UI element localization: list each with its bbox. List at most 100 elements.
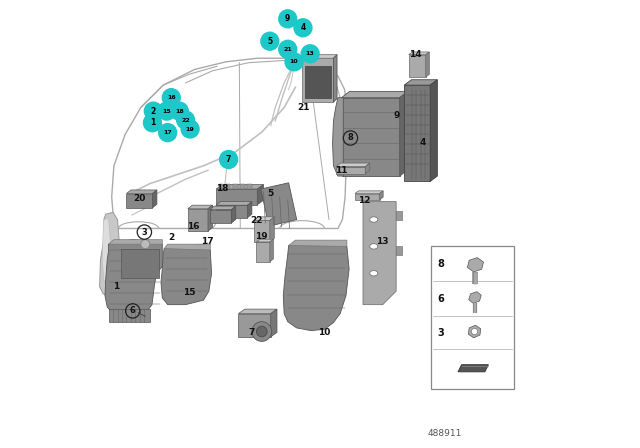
Circle shape	[143, 114, 161, 132]
Polygon shape	[468, 292, 481, 303]
Circle shape	[279, 10, 297, 28]
Polygon shape	[257, 185, 264, 205]
Text: 15: 15	[183, 288, 195, 297]
Text: 1: 1	[150, 118, 155, 127]
Polygon shape	[233, 184, 237, 189]
Polygon shape	[109, 240, 163, 244]
Polygon shape	[302, 55, 337, 58]
Text: 18: 18	[216, 184, 228, 193]
Polygon shape	[248, 202, 252, 218]
Text: 20: 20	[134, 194, 146, 202]
Text: 18: 18	[175, 108, 184, 114]
Polygon shape	[188, 209, 208, 231]
Ellipse shape	[370, 217, 378, 222]
Polygon shape	[239, 309, 277, 314]
Text: 13: 13	[306, 51, 314, 56]
Polygon shape	[216, 205, 248, 218]
Circle shape	[285, 53, 303, 71]
Circle shape	[301, 45, 319, 63]
Text: 6: 6	[438, 294, 444, 304]
Polygon shape	[336, 167, 365, 174]
Text: 22: 22	[181, 117, 190, 123]
Polygon shape	[342, 91, 408, 98]
Polygon shape	[400, 91, 408, 176]
Circle shape	[220, 151, 237, 168]
Polygon shape	[365, 163, 370, 174]
Text: 3: 3	[141, 228, 147, 237]
Polygon shape	[333, 98, 343, 176]
Text: 10: 10	[318, 328, 331, 337]
Polygon shape	[404, 80, 437, 85]
Circle shape	[177, 111, 195, 129]
Polygon shape	[219, 184, 223, 189]
Text: 5: 5	[268, 189, 274, 198]
Polygon shape	[426, 52, 429, 77]
Polygon shape	[409, 52, 429, 55]
Text: 17: 17	[163, 130, 172, 135]
Polygon shape	[210, 206, 236, 210]
Polygon shape	[105, 240, 163, 318]
Circle shape	[159, 124, 177, 142]
Polygon shape	[458, 365, 488, 372]
Text: 4: 4	[420, 138, 426, 147]
Polygon shape	[467, 258, 484, 272]
Polygon shape	[152, 190, 157, 208]
Polygon shape	[380, 191, 383, 200]
Polygon shape	[253, 217, 275, 220]
Text: 2: 2	[150, 107, 156, 116]
Text: 14: 14	[409, 50, 421, 59]
Text: 9: 9	[285, 14, 291, 23]
Text: 7: 7	[226, 155, 231, 164]
Polygon shape	[302, 58, 333, 102]
Polygon shape	[289, 240, 347, 246]
Text: 15: 15	[163, 108, 171, 114]
Circle shape	[145, 102, 163, 120]
Text: 16: 16	[167, 95, 175, 100]
Polygon shape	[305, 66, 331, 98]
Polygon shape	[257, 239, 273, 242]
Text: 2: 2	[168, 233, 174, 242]
Text: 21: 21	[298, 103, 310, 112]
Circle shape	[294, 19, 312, 37]
Ellipse shape	[370, 244, 378, 249]
Polygon shape	[226, 184, 230, 189]
Text: 19: 19	[255, 232, 267, 241]
Polygon shape	[188, 205, 212, 209]
Text: 8: 8	[348, 134, 353, 142]
Polygon shape	[127, 190, 157, 194]
Ellipse shape	[370, 271, 378, 276]
Text: 3: 3	[438, 328, 444, 338]
Circle shape	[158, 102, 176, 120]
Circle shape	[141, 240, 150, 249]
Text: 11: 11	[335, 166, 348, 175]
Polygon shape	[336, 163, 370, 167]
Polygon shape	[396, 211, 401, 220]
Polygon shape	[468, 325, 481, 338]
Text: 13: 13	[376, 237, 388, 246]
Text: 12: 12	[358, 196, 370, 205]
Text: 1: 1	[113, 282, 119, 291]
Text: 5: 5	[268, 37, 273, 46]
FancyBboxPatch shape	[431, 246, 514, 389]
Text: 16: 16	[188, 222, 200, 231]
Polygon shape	[208, 205, 212, 231]
Polygon shape	[216, 185, 264, 189]
Polygon shape	[342, 98, 400, 176]
Polygon shape	[363, 202, 396, 305]
Polygon shape	[430, 80, 437, 181]
Polygon shape	[109, 309, 150, 322]
Text: 8: 8	[438, 259, 444, 269]
Circle shape	[279, 40, 297, 58]
Polygon shape	[240, 184, 244, 189]
Text: 488911: 488911	[428, 429, 462, 438]
Polygon shape	[216, 202, 252, 205]
Polygon shape	[127, 194, 152, 208]
Polygon shape	[257, 242, 270, 262]
Polygon shape	[404, 85, 430, 181]
Polygon shape	[409, 55, 426, 77]
Circle shape	[472, 328, 477, 335]
Text: 9: 9	[394, 111, 400, 120]
Polygon shape	[271, 309, 277, 337]
Text: 17: 17	[201, 237, 213, 246]
Circle shape	[252, 322, 271, 341]
